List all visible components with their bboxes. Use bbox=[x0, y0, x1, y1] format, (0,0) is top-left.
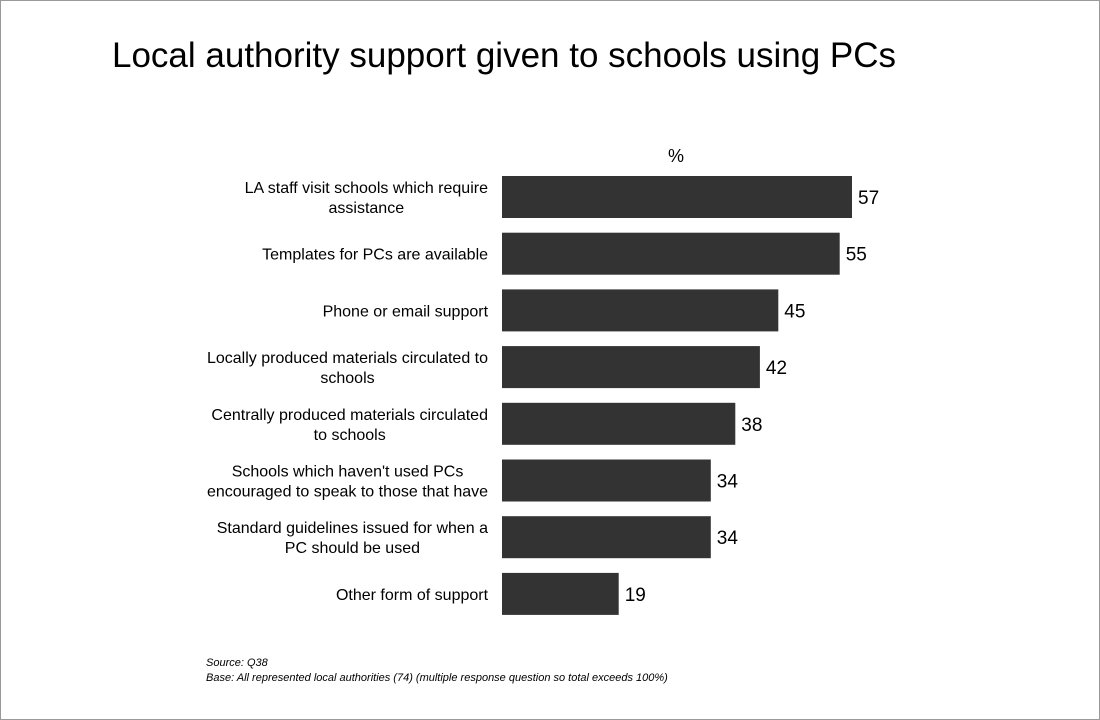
value-label: 34 bbox=[717, 528, 739, 549]
value-label: 57 bbox=[858, 188, 879, 209]
source-note: Source: Q38 bbox=[206, 657, 268, 669]
value-label: 19 bbox=[625, 585, 646, 606]
bar bbox=[502, 572, 619, 615]
category-label: Templates for PCs are available bbox=[262, 247, 488, 264]
base-note: Base: All represented local authorities … bbox=[206, 672, 668, 684]
bar bbox=[502, 232, 840, 275]
unit-label: % bbox=[668, 146, 684, 166]
category-label: Standard guidelines issued for when a PC … bbox=[217, 520, 488, 557]
chart-notes: Source: Q38 Base: All represented local … bbox=[206, 656, 668, 686]
bar bbox=[502, 516, 711, 559]
page-title: Local authority support given to schools… bbox=[112, 36, 897, 75]
category-label: LA staff visit schools which require assi… bbox=[245, 180, 488, 217]
category-label: Other form of support bbox=[336, 587, 489, 604]
bar bbox=[502, 289, 779, 332]
value-label: 38 bbox=[741, 415, 762, 436]
category-label: Phone or email support bbox=[323, 303, 489, 320]
category-label: Locally produced materials circulated to… bbox=[207, 350, 488, 387]
bar bbox=[502, 459, 711, 502]
value-label: 55 bbox=[846, 245, 867, 266]
bar bbox=[502, 346, 760, 389]
value-label: 42 bbox=[766, 358, 787, 379]
value-label: 45 bbox=[784, 301, 805, 322]
bar bbox=[502, 402, 736, 445]
category-label: Schools which haven't used PCs encouraged… bbox=[207, 464, 488, 501]
category-label: Centrally produced materials circulated t… bbox=[211, 407, 488, 444]
value-label: 34 bbox=[717, 472, 739, 493]
bar bbox=[502, 176, 852, 218]
